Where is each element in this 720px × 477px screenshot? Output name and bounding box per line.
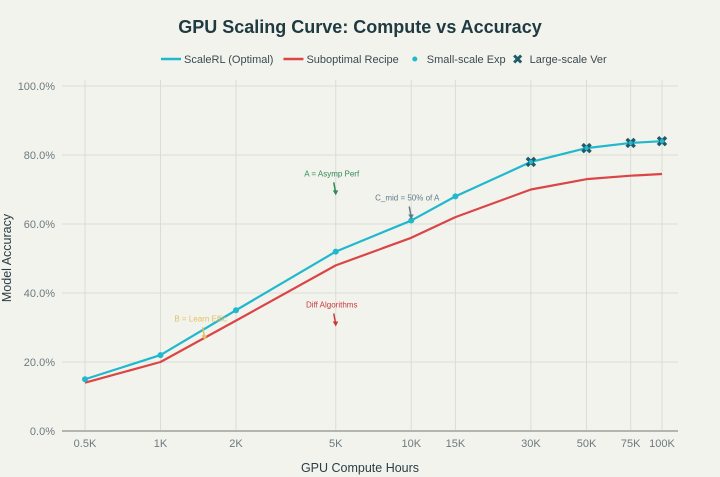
y-tick-label: 80.0% (24, 150, 55, 162)
large-scale-point (581, 142, 592, 154)
legend-dot-swatch (412, 56, 418, 62)
large-scale-point (525, 156, 537, 168)
legend-label: Suboptimal Recipe (306, 54, 398, 66)
annotation-text: C_mid = 50% of A (375, 194, 440, 203)
legend: ScaleRL (Optimal) Suboptimal Recipe Small-… (161, 54, 607, 66)
y-axis-label: Model Accuracy (0, 213, 14, 302)
markers (82, 135, 668, 383)
y-tick-label: 0.0% (30, 426, 55, 438)
legend-label: Large-scale Ver (530, 54, 607, 66)
annotation-text: A = Asymp Perf (304, 169, 360, 178)
small-scale-point (82, 376, 88, 383)
y-tick-label: 60.0% (24, 219, 55, 231)
annotation-arrowhead (332, 190, 339, 196)
x-tick-label: 10K (401, 438, 421, 450)
legend-label: Small-scale Exp (427, 54, 506, 66)
y-tick-label: 20.0% (24, 357, 55, 369)
large-scale-point (656, 135, 668, 147)
y-tick-label: 100.0% (18, 81, 56, 93)
annotation-arrowhead (332, 321, 339, 327)
legend-x-swatch (513, 54, 523, 64)
series-line-suboptimal-recipe (84, 172, 663, 384)
x-axis-label: GPU Compute Hours (301, 461, 419, 475)
x-marker-center (584, 145, 589, 151)
x-marker-center (528, 159, 534, 165)
annotation-text: Diff Algorithms (306, 301, 357, 310)
small-scale-point (157, 352, 164, 359)
x-tick-label: 5K (329, 438, 343, 450)
x-tick-label: 15K (446, 438, 466, 450)
x-tick-label: 50K (577, 438, 597, 450)
x-tick-label: 30K (521, 438, 541, 450)
small-scale-point (452, 193, 459, 200)
large-scale-point (625, 137, 636, 149)
annotation-arrowhead (408, 214, 414, 220)
x-marker-center (659, 139, 665, 144)
x-marker-center (628, 140, 633, 146)
x-tick-label: 0.5K (74, 438, 97, 450)
x-tick-label: 100K (649, 438, 675, 450)
chart-title: GPU Scaling Curve: Compute vs Accuracy (178, 17, 541, 37)
annotations: A = Asymp Perf C_mid = 50% of A B = Learn … (174, 169, 440, 341)
annotation-arrowhead (201, 335, 208, 341)
x-tick-label: 75K (621, 438, 641, 450)
axes: 0.0% 20.0% 40.0% 60.0% 80.0% 100.0% 0.5K 1K 2K 5K… (18, 81, 678, 450)
series-line-scalerl-optimal- (84, 140, 663, 381)
annotation-text: B = Learn Effic (174, 314, 227, 323)
small-scale-point (332, 248, 339, 255)
y-tick-label: 40.0% (24, 288, 55, 300)
legend-label: ScaleRL (Optimal) (184, 54, 273, 66)
series-lines (84, 140, 663, 384)
small-scale-point (232, 307, 239, 314)
x-tick-label: 1K (154, 438, 168, 450)
grid (62, 80, 678, 431)
small-scale-point (408, 217, 415, 224)
x-tick-label: 2K (229, 438, 243, 450)
